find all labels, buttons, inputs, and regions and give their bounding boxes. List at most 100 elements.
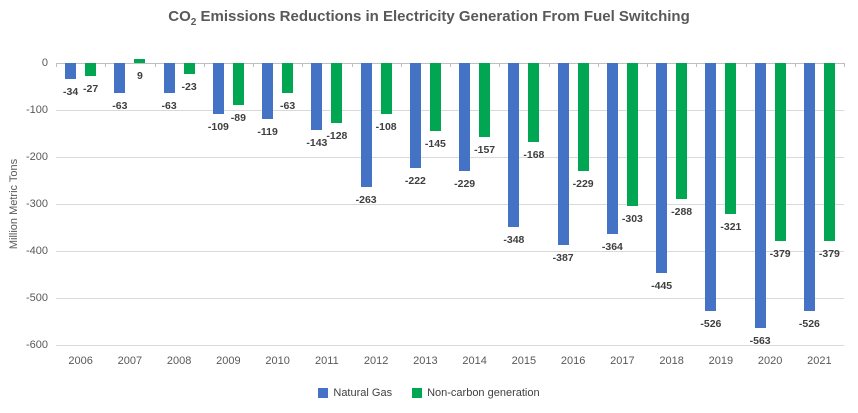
- axis-tick: [302, 63, 304, 67]
- x-tick-label: 2020: [757, 355, 783, 367]
- y-tick-label: -100: [25, 103, 48, 116]
- axis-tick: [203, 63, 205, 67]
- data-label: -143: [306, 137, 328, 150]
- x-tick-label: 2008: [166, 355, 192, 367]
- gridline: [56, 250, 844, 252]
- data-label: -348: [503, 233, 525, 246]
- axis-tick: [253, 63, 254, 67]
- title-co: CO: [168, 8, 191, 25]
- y-tick-label: 0: [41, 56, 48, 69]
- gridline: [56, 203, 844, 205]
- bar-non-carbon-generation-2012: [380, 63, 392, 114]
- data-label: -108: [375, 120, 397, 133]
- bar-natural-gas-2013: [409, 63, 421, 168]
- bar-non-carbon-generation-2015: [528, 63, 540, 143]
- bar-natural-gas-2008: [163, 63, 175, 93]
- bar-natural-gas-2021: [803, 63, 815, 311]
- bar-natural-gas-2009: [212, 63, 224, 115]
- data-label: -303: [621, 212, 643, 225]
- x-tick-label: 2009: [216, 355, 241, 367]
- y-tick-label: -200: [25, 150, 48, 163]
- data-label: -222: [404, 174, 426, 187]
- data-label: -128: [326, 130, 348, 143]
- x-tick-label: 2014: [462, 355, 487, 367]
- bar-non-carbon-generation-2019: [725, 63, 737, 215]
- x-tick-label: 2018: [659, 355, 684, 367]
- data-label: -526: [798, 317, 820, 330]
- data-label: -321: [720, 221, 742, 234]
- data-label: -109: [207, 121, 229, 134]
- axis-tick: [794, 63, 796, 67]
- x-tick-label: 2007: [117, 355, 143, 367]
- y-tick-label: -400: [25, 244, 48, 257]
- bar-non-carbon-generation-2013: [429, 63, 441, 132]
- data-label: -119: [257, 126, 278, 139]
- legend-label-natural-gas: Natural Gas: [333, 387, 393, 399]
- y-tick-label: -500: [25, 291, 48, 304]
- gridline: [56, 109, 844, 111]
- legend-label-non-carbon: Non-carbon generation: [427, 387, 540, 399]
- data-label: -563: [749, 335, 771, 348]
- data-label: -63: [161, 99, 177, 112]
- gridline: [56, 345, 844, 346]
- x-tick-label: 2013: [413, 355, 438, 367]
- bar-non-carbon-generation-2008: [183, 63, 195, 74]
- bar-natural-gas-2006: [65, 63, 77, 79]
- axis-tick: [647, 63, 648, 67]
- data-label: -63: [112, 99, 128, 112]
- x-tick-label: 2006: [68, 355, 93, 367]
- data-label: -229: [572, 177, 594, 190]
- data-label: -23: [181, 80, 197, 93]
- chart-title: CO2 Emissions Reductions in Electricity …: [0, 8, 858, 28]
- x-tick-label: 2021: [807, 355, 832, 367]
- legend-swatch-non-carbon: [412, 388, 423, 398]
- bar-natural-gas-2007: [114, 63, 126, 93]
- bar-natural-gas-2011: [311, 63, 323, 131]
- x-tick-label: 2011: [315, 355, 339, 367]
- axis-tick: [56, 63, 57, 67]
- data-label: -229: [454, 177, 476, 190]
- axis-tick: [154, 63, 156, 67]
- bar-natural-gas-2010: [262, 63, 274, 120]
- legend-item-natural-gas: Natural Gas: [318, 387, 392, 399]
- axis-tick: [450, 63, 451, 67]
- y-tick-label: -300: [25, 197, 48, 210]
- data-label: -364: [601, 241, 623, 254]
- axis-tick: [499, 63, 501, 67]
- data-label: -526: [700, 317, 722, 330]
- x-tick-label: 2017: [610, 355, 635, 367]
- data-label: -63: [280, 99, 296, 112]
- axis-tick: [105, 63, 107, 67]
- bar-non-carbon-generation-2011: [331, 63, 343, 124]
- data-label: -168: [523, 149, 545, 162]
- axis-tick: [548, 63, 550, 67]
- data-label: -27: [83, 82, 99, 95]
- legend: Natural Gas Non-carbon generation: [0, 387, 858, 399]
- x-tick-label: 2016: [560, 355, 586, 367]
- axis-tick: [696, 63, 698, 67]
- bar-natural-gas-2019: [705, 63, 717, 311]
- bar-non-carbon-generation-2009: [232, 63, 244, 105]
- data-label: -445: [651, 279, 673, 292]
- x-tick-label: 2015: [511, 355, 537, 367]
- data-label: -379: [818, 248, 840, 261]
- bar-natural-gas-2017: [606, 63, 618, 235]
- axis-tick: [400, 63, 402, 67]
- x-tick-label: 2019: [708, 355, 734, 367]
- title-rest: Emissions Reductions in Electricity Gene…: [196, 8, 690, 25]
- axis-tick: [597, 63, 599, 67]
- y-tick-label: -600: [25, 339, 48, 351]
- bar-non-carbon-generation-2010: [282, 63, 294, 93]
- bar-non-carbon-generation-2021: [823, 63, 835, 242]
- data-label: -157: [474, 143, 496, 156]
- bar-natural-gas-2018: [656, 63, 668, 273]
- axis-tick: [844, 63, 845, 67]
- x-tick-label: 2012: [363, 355, 389, 367]
- gridline: [56, 297, 844, 299]
- bar-non-carbon-generation-2014: [479, 63, 491, 137]
- bar-natural-gas-2015: [508, 63, 520, 227]
- title-subscript: 2: [190, 17, 197, 28]
- data-label: -379: [769, 248, 791, 261]
